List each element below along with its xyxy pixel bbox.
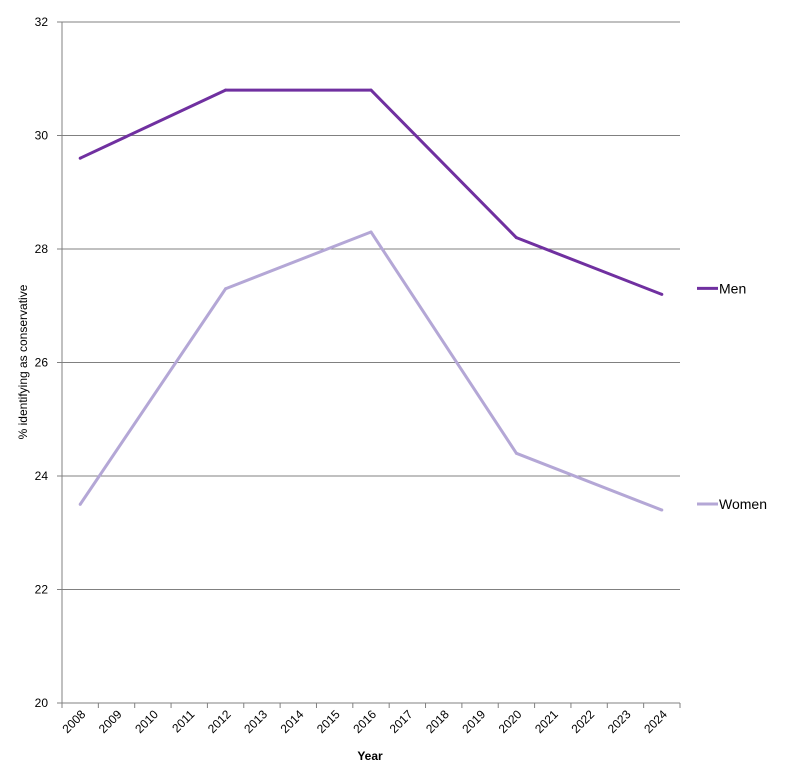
y-tick-label: 24 bbox=[35, 469, 49, 483]
x-tick-label: 2024 bbox=[641, 707, 670, 736]
y-tick-label: 26 bbox=[35, 356, 49, 370]
x-tick-label: 2013 bbox=[241, 707, 270, 736]
legend-label-women: Women bbox=[719, 496, 767, 512]
y-tick-label: 20 bbox=[35, 696, 49, 710]
legend-label-men: Men bbox=[719, 280, 746, 296]
data-point-women bbox=[660, 508, 664, 512]
x-tick-labels: 2008 2009 2010 2011 2012 2013 2014 2015 2016 2017… bbox=[60, 703, 681, 736]
data-point-men bbox=[369, 88, 373, 92]
y-tick-label: 32 bbox=[35, 15, 49, 29]
y-tick-label: 22 bbox=[35, 583, 49, 597]
y-tick-label: 30 bbox=[35, 129, 49, 143]
series-line-women bbox=[78, 230, 663, 512]
data-point-men bbox=[514, 236, 518, 240]
data-point-men bbox=[224, 88, 228, 92]
data-point-men bbox=[78, 156, 82, 160]
x-tick-label: 2010 bbox=[132, 707, 161, 736]
y-tick-label: 28 bbox=[35, 242, 49, 256]
legend: Men Women bbox=[697, 280, 767, 512]
y-tick-labels: 20 22 24 26 28 30 32 bbox=[35, 15, 62, 710]
series-lines bbox=[78, 88, 664, 512]
x-tick-label: 2014 bbox=[278, 707, 307, 736]
data-point-men bbox=[660, 292, 664, 296]
x-tick-label: 2012 bbox=[205, 707, 234, 736]
x-tick-label: 2011 bbox=[169, 707, 197, 735]
x-tick-label: 2023 bbox=[605, 707, 634, 736]
x-tick-label: 2016 bbox=[350, 707, 379, 736]
x-tick-label: 2017 bbox=[387, 707, 416, 736]
data-point-women bbox=[514, 451, 518, 455]
x-tick-label: 2009 bbox=[96, 707, 125, 736]
x-tick-label: 2008 bbox=[60, 707, 89, 736]
series-line-men bbox=[79, 88, 663, 296]
x-tick-label: 2021 bbox=[532, 707, 561, 736]
x-tick-label: 2020 bbox=[496, 707, 525, 736]
data-point-women bbox=[78, 502, 82, 506]
x-tick-label: 2022 bbox=[568, 707, 597, 736]
data-point-women bbox=[224, 287, 228, 291]
x-axis-title: Year bbox=[357, 749, 383, 763]
x-tick-label: 2015 bbox=[314, 707, 343, 736]
data-point-women bbox=[369, 230, 373, 234]
y-axis-title: % identifying as conservative bbox=[16, 284, 30, 439]
x-tick-label: 2019 bbox=[459, 707, 488, 736]
x-tick-label: 2018 bbox=[423, 707, 452, 736]
gridlines bbox=[62, 21, 680, 590]
